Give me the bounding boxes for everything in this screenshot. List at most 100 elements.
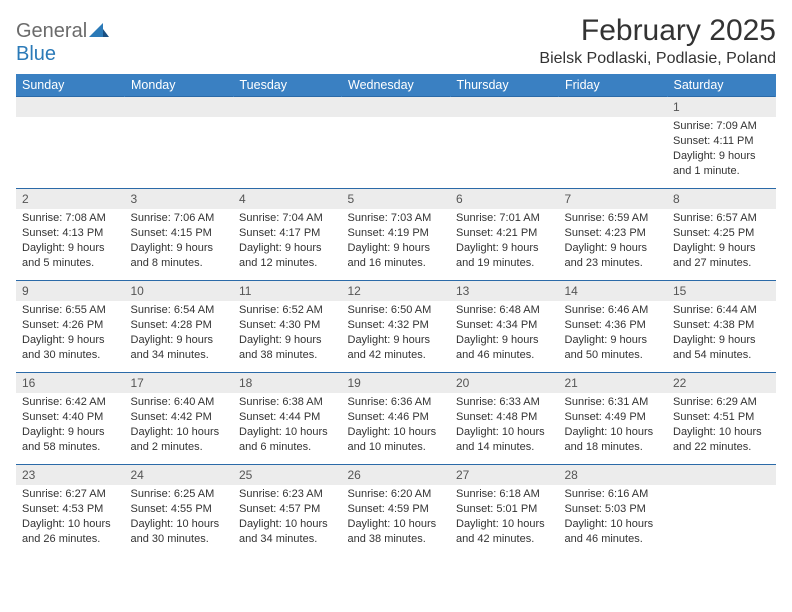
day-number bbox=[125, 97, 234, 117]
week-row: 2Sunrise: 7:08 AMSunset: 4:13 PMDaylight… bbox=[16, 189, 776, 281]
day-text: Sunrise: 6:44 AMSunset: 4:38 PMDaylight:… bbox=[667, 301, 776, 366]
day-number: 4 bbox=[233, 189, 342, 209]
sunset-line: Sunset: 4:11 PM bbox=[673, 134, 770, 149]
day-text: Sunrise: 7:09 AMSunset: 4:11 PMDaylight:… bbox=[667, 117, 776, 182]
daylight-line: Daylight: 10 hours and 22 minutes. bbox=[673, 425, 770, 455]
day-number: 27 bbox=[450, 465, 559, 485]
day-number: 19 bbox=[342, 373, 451, 393]
daylight-line: Daylight: 9 hours and 46 minutes. bbox=[456, 333, 553, 363]
sunrise-line: Sunrise: 6:20 AM bbox=[348, 487, 445, 502]
day-cell bbox=[342, 97, 451, 189]
day-cell: 19Sunrise: 6:36 AMSunset: 4:46 PMDayligh… bbox=[342, 373, 451, 465]
sunset-line: Sunset: 4:28 PM bbox=[131, 318, 228, 333]
sunset-line: Sunset: 4:57 PM bbox=[239, 502, 336, 517]
sunset-line: Sunset: 4:36 PM bbox=[565, 318, 662, 333]
month-title: February 2025 bbox=[539, 14, 776, 48]
sunset-line: Sunset: 4:17 PM bbox=[239, 226, 336, 241]
sunset-line: Sunset: 4:40 PM bbox=[22, 410, 119, 425]
sunrise-line: Sunrise: 6:46 AM bbox=[565, 303, 662, 318]
daylight-line: Daylight: 10 hours and 30 minutes. bbox=[131, 517, 228, 547]
day-cell: 3Sunrise: 7:06 AMSunset: 4:15 PMDaylight… bbox=[125, 189, 234, 281]
day-cell: 7Sunrise: 6:59 AMSunset: 4:23 PMDaylight… bbox=[559, 189, 668, 281]
sunset-line: Sunset: 4:44 PM bbox=[239, 410, 336, 425]
day-number: 8 bbox=[667, 189, 776, 209]
day-text bbox=[559, 117, 668, 123]
day-cell: 4Sunrise: 7:04 AMSunset: 4:17 PMDaylight… bbox=[233, 189, 342, 281]
location: Bielsk Podlaski, Podlasie, Poland bbox=[539, 50, 776, 68]
col-wednesday: Wednesday bbox=[342, 74, 451, 97]
col-saturday: Saturday bbox=[667, 74, 776, 97]
day-text: Sunrise: 7:06 AMSunset: 4:15 PMDaylight:… bbox=[125, 209, 234, 274]
sunrise-line: Sunrise: 6:29 AM bbox=[673, 395, 770, 410]
sunrise-line: Sunrise: 6:42 AM bbox=[22, 395, 119, 410]
sunrise-line: Sunrise: 6:38 AM bbox=[239, 395, 336, 410]
daylight-line: Daylight: 9 hours and 42 minutes. bbox=[348, 333, 445, 363]
day-number: 25 bbox=[233, 465, 342, 485]
day-cell: 13Sunrise: 6:48 AMSunset: 4:34 PMDayligh… bbox=[450, 281, 559, 373]
sunset-line: Sunset: 4:51 PM bbox=[673, 410, 770, 425]
day-number: 20 bbox=[450, 373, 559, 393]
sunset-line: Sunset: 4:46 PM bbox=[348, 410, 445, 425]
header: General Blue February 2025 Bielsk Podlas… bbox=[16, 14, 776, 68]
sunset-line: Sunset: 4:30 PM bbox=[239, 318, 336, 333]
day-cell bbox=[667, 465, 776, 557]
sunset-line: Sunset: 4:34 PM bbox=[456, 318, 553, 333]
day-number: 2 bbox=[16, 189, 125, 209]
sunrise-line: Sunrise: 7:01 AM bbox=[456, 211, 553, 226]
day-number: 12 bbox=[342, 281, 451, 301]
day-text: Sunrise: 7:03 AMSunset: 4:19 PMDaylight:… bbox=[342, 209, 451, 274]
day-number: 21 bbox=[559, 373, 668, 393]
daylight-line: Daylight: 10 hours and 2 minutes. bbox=[131, 425, 228, 455]
day-cell: 16Sunrise: 6:42 AMSunset: 4:40 PMDayligh… bbox=[16, 373, 125, 465]
sunrise-line: Sunrise: 7:03 AM bbox=[348, 211, 445, 226]
day-cell: 6Sunrise: 7:01 AMSunset: 4:21 PMDaylight… bbox=[450, 189, 559, 281]
sunset-line: Sunset: 4:49 PM bbox=[565, 410, 662, 425]
day-cell bbox=[125, 97, 234, 189]
logo-text-blue: Blue bbox=[16, 43, 56, 65]
day-text: Sunrise: 6:31 AMSunset: 4:49 PMDaylight:… bbox=[559, 393, 668, 458]
day-text bbox=[125, 117, 234, 123]
logo-text-wrap: General Blue bbox=[16, 20, 109, 66]
day-cell bbox=[450, 97, 559, 189]
day-number bbox=[342, 97, 451, 117]
title-block: February 2025 Bielsk Podlaski, Podlasie,… bbox=[539, 14, 776, 68]
daylight-line: Daylight: 10 hours and 6 minutes. bbox=[239, 425, 336, 455]
sunset-line: Sunset: 4:19 PM bbox=[348, 226, 445, 241]
sunset-line: Sunset: 4:21 PM bbox=[456, 226, 553, 241]
day-number: 22 bbox=[667, 373, 776, 393]
day-text: Sunrise: 6:46 AMSunset: 4:36 PMDaylight:… bbox=[559, 301, 668, 366]
day-cell: 25Sunrise: 6:23 AMSunset: 4:57 PMDayligh… bbox=[233, 465, 342, 557]
sunrise-line: Sunrise: 6:55 AM bbox=[22, 303, 119, 318]
daylight-line: Daylight: 9 hours and 19 minutes. bbox=[456, 241, 553, 271]
day-text: Sunrise: 6:20 AMSunset: 4:59 PMDaylight:… bbox=[342, 485, 451, 550]
daylight-line: Daylight: 9 hours and 27 minutes. bbox=[673, 241, 770, 271]
daylight-line: Daylight: 9 hours and 34 minutes. bbox=[131, 333, 228, 363]
daylight-line: Daylight: 9 hours and 12 minutes. bbox=[239, 241, 336, 271]
sunrise-line: Sunrise: 6:33 AM bbox=[456, 395, 553, 410]
sunrise-line: Sunrise: 6:57 AM bbox=[673, 211, 770, 226]
sunrise-line: Sunrise: 6:31 AM bbox=[565, 395, 662, 410]
day-text: Sunrise: 6:54 AMSunset: 4:28 PMDaylight:… bbox=[125, 301, 234, 366]
daylight-line: Daylight: 10 hours and 10 minutes. bbox=[348, 425, 445, 455]
daylight-line: Daylight: 9 hours and 23 minutes. bbox=[565, 241, 662, 271]
day-number: 1 bbox=[667, 97, 776, 117]
day-number bbox=[233, 97, 342, 117]
sunrise-line: Sunrise: 6:54 AM bbox=[131, 303, 228, 318]
day-number: 23 bbox=[16, 465, 125, 485]
week-row: 1Sunrise: 7:09 AMSunset: 4:11 PMDaylight… bbox=[16, 97, 776, 189]
daylight-line: Daylight: 9 hours and 5 minutes. bbox=[22, 241, 119, 271]
daylight-line: Daylight: 9 hours and 58 minutes. bbox=[22, 425, 119, 455]
day-cell: 14Sunrise: 6:46 AMSunset: 4:36 PMDayligh… bbox=[559, 281, 668, 373]
day-cell: 20Sunrise: 6:33 AMSunset: 4:48 PMDayligh… bbox=[450, 373, 559, 465]
day-cell: 22Sunrise: 6:29 AMSunset: 4:51 PMDayligh… bbox=[667, 373, 776, 465]
col-sunday: Sunday bbox=[16, 74, 125, 97]
logo-text-general: General bbox=[16, 20, 87, 42]
day-text: Sunrise: 7:01 AMSunset: 4:21 PMDaylight:… bbox=[450, 209, 559, 274]
daylight-line: Daylight: 9 hours and 1 minute. bbox=[673, 149, 770, 179]
day-cell: 28Sunrise: 6:16 AMSunset: 5:03 PMDayligh… bbox=[559, 465, 668, 557]
day-text: Sunrise: 6:29 AMSunset: 4:51 PMDaylight:… bbox=[667, 393, 776, 458]
day-text bbox=[342, 117, 451, 123]
day-text: Sunrise: 6:50 AMSunset: 4:32 PMDaylight:… bbox=[342, 301, 451, 366]
daylight-line: Daylight: 10 hours and 34 minutes. bbox=[239, 517, 336, 547]
day-cell: 17Sunrise: 6:40 AMSunset: 4:42 PMDayligh… bbox=[125, 373, 234, 465]
